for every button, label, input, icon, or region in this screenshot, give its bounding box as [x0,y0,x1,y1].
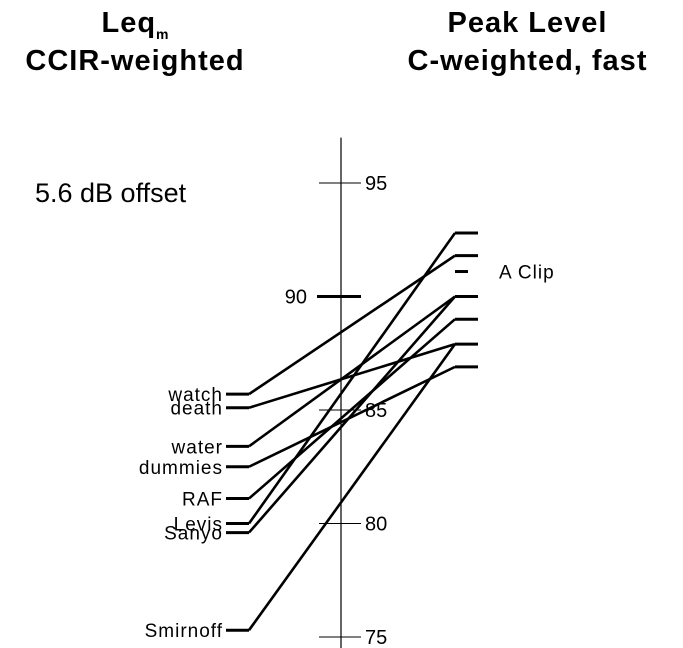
left-scale-subscript: m [156,25,169,42]
left-scale-heading: Leqm CCIR-weighted [0,4,270,80]
axis-tick-label-90: 90 [285,287,307,309]
series-label-levis: Levis [174,515,223,536]
series-label-dummies: dummies [139,458,223,479]
series-label-death: death [170,399,223,420]
slope-line-sanyo [248,295,456,534]
axis-tick-label-85: 85 [365,400,387,422]
slope-line-watch [248,254,456,396]
left-scale-title: Leqm [101,7,169,42]
slope-line-dummies [248,365,456,468]
right-scale-title: Peak Level [447,7,608,39]
series-label-watch: watch [167,385,223,406]
slope-line-levis [247,232,457,525]
series-label-smirnoff: Smirnoff [145,621,223,642]
right-scale-heading: Peak Level C-weighted, fast [372,4,683,80]
series-label-raf: RAF [182,490,223,511]
offset-note: 5.6 dB offset [35,178,187,208]
series-label-water: water [171,437,223,458]
slope-line-death [248,342,456,409]
slope-line-smirnoff [247,343,457,631]
series-label-sanyo: Sanyo [164,524,223,545]
a-clip-label: A Clip [499,263,555,284]
axis-tick-label-95: 95 [365,173,387,195]
left-scale-weighting: CCIR-weighted [25,45,245,77]
slope-line-raf [248,318,456,500]
axis-tick-label-80: 80 [365,514,387,536]
right-scale-weighting: C-weighted, fast [407,45,648,77]
slope-line-water [248,295,456,448]
axis-tick-label-75: 75 [365,627,387,648]
